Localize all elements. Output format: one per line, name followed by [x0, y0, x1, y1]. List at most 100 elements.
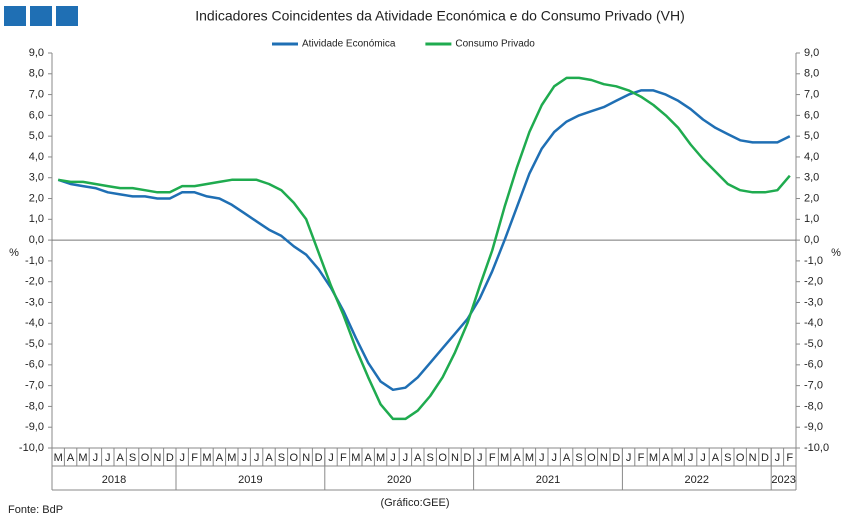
- y2-tick-label: -9,0: [804, 421, 823, 433]
- year-label: 2020: [387, 474, 411, 486]
- logo-square: [30, 6, 52, 26]
- x-tick-label: D: [612, 452, 620, 464]
- y2-axis-label: %: [831, 247, 841, 259]
- x-tick-label: N: [302, 452, 310, 464]
- x-tick-label: N: [153, 452, 161, 464]
- year-label: 2018: [102, 474, 126, 486]
- x-tick-label: O: [736, 452, 745, 464]
- y-tick-label: 4,0: [29, 151, 44, 163]
- x-tick-label: A: [265, 452, 273, 464]
- x-tick-label: M: [227, 452, 236, 464]
- y-tick-label: -1,0: [25, 255, 44, 267]
- year-label: 2019: [238, 474, 262, 486]
- x-tick-label: N: [600, 452, 608, 464]
- x-tick-label: A: [513, 452, 521, 464]
- y-tick-label: 7,0: [29, 88, 44, 100]
- y-tick-label: -6,0: [25, 359, 44, 371]
- x-tick-label: O: [438, 452, 447, 464]
- x-tick-label: M: [376, 452, 385, 464]
- y2-tick-label: 0,0: [804, 234, 819, 246]
- series-line: [57, 89, 791, 392]
- x-tick-label: A: [662, 452, 670, 464]
- y-tick-label: 5,0: [29, 130, 44, 142]
- x-tick-label: S: [724, 452, 731, 464]
- chart-title: Indicadores Coincidentes da Atividade Ec…: [195, 8, 685, 24]
- x-tick-label: J: [775, 452, 781, 464]
- y2-tick-label: -10,0: [804, 442, 829, 454]
- x-tick-label: J: [688, 452, 694, 464]
- x-tick-label: D: [761, 452, 769, 464]
- x-tick-label: S: [427, 452, 434, 464]
- legend-label: Consumo Privado: [455, 39, 535, 50]
- x-tick-label: F: [191, 452, 198, 464]
- y2-tick-label: 7,0: [804, 88, 819, 100]
- x-tick-label: M: [525, 452, 534, 464]
- x-tick-label: D: [463, 452, 471, 464]
- y-tick-label: -10,0: [19, 442, 44, 454]
- x-tick-label: J: [93, 452, 99, 464]
- note: (Gráfico:GEE): [380, 497, 449, 509]
- y-tick-label: 1,0: [29, 213, 44, 225]
- y-tick-label: -9,0: [25, 421, 44, 433]
- y2-tick-label: 4,0: [804, 151, 819, 163]
- y2-tick-label: 6,0: [804, 109, 819, 121]
- x-tick-label: F: [489, 452, 496, 464]
- logo-square: [56, 6, 78, 26]
- x-tick-label: J: [477, 452, 483, 464]
- x-tick-label: O: [587, 452, 596, 464]
- x-tick-label: N: [451, 452, 459, 464]
- y2-tick-label: -2,0: [804, 276, 823, 288]
- y-tick-label: -5,0: [25, 338, 44, 350]
- x-tick-label: J: [539, 452, 545, 464]
- x-tick-label: S: [278, 452, 285, 464]
- x-tick-label: M: [202, 452, 211, 464]
- legend-label: Atividade Económica: [302, 39, 396, 50]
- x-tick-label: A: [365, 452, 373, 464]
- y2-tick-label: 8,0: [804, 68, 819, 80]
- y-tick-label: -8,0: [25, 400, 44, 412]
- x-tick-label: F: [638, 452, 645, 464]
- y2-tick-label: 1,0: [804, 213, 819, 225]
- x-tick-label: J: [328, 452, 334, 464]
- year-label: 2021: [536, 474, 560, 486]
- x-tick-label: J: [626, 452, 632, 464]
- x-tick-label: J: [254, 452, 260, 464]
- x-tick-label: M: [78, 452, 87, 464]
- x-tick-label: M: [500, 452, 509, 464]
- x-tick-label: A: [563, 452, 571, 464]
- y-tick-label: -2,0: [25, 276, 44, 288]
- x-tick-label: S: [129, 452, 136, 464]
- y-tick-label: 8,0: [29, 68, 44, 80]
- x-tick-label: M: [649, 452, 658, 464]
- year-label: 2022: [685, 474, 709, 486]
- year-label: 2023: [771, 474, 795, 486]
- x-tick-label: F: [786, 452, 793, 464]
- y2-tick-label: 5,0: [804, 130, 819, 142]
- x-tick-label: D: [166, 452, 174, 464]
- y-axis-label: %: [9, 247, 19, 259]
- x-tick-label: A: [216, 452, 224, 464]
- y-tick-label: 3,0: [29, 172, 44, 184]
- x-tick-label: A: [712, 452, 720, 464]
- source: Fonte: BdP: [8, 504, 63, 516]
- y2-tick-label: 9,0: [804, 47, 819, 59]
- y2-tick-label: 3,0: [804, 172, 819, 184]
- y2-tick-label: -5,0: [804, 338, 823, 350]
- y2-tick-label: 2,0: [804, 192, 819, 204]
- x-tick-label: J: [241, 452, 247, 464]
- x-tick-label: O: [290, 452, 299, 464]
- x-tick-label: J: [403, 452, 409, 464]
- y2-tick-label: -7,0: [804, 380, 823, 392]
- y-tick-label: 0,0: [29, 234, 44, 246]
- y2-tick-label: -6,0: [804, 359, 823, 371]
- x-tick-label: J: [700, 452, 706, 464]
- x-tick-label: J: [390, 452, 396, 464]
- x-tick-label: M: [351, 452, 360, 464]
- x-tick-label: N: [749, 452, 757, 464]
- x-tick-label: J: [179, 452, 185, 464]
- x-tick-label: S: [575, 452, 582, 464]
- x-tick-label: F: [340, 452, 347, 464]
- x-tick-label: J: [551, 452, 557, 464]
- y-tick-label: 6,0: [29, 109, 44, 121]
